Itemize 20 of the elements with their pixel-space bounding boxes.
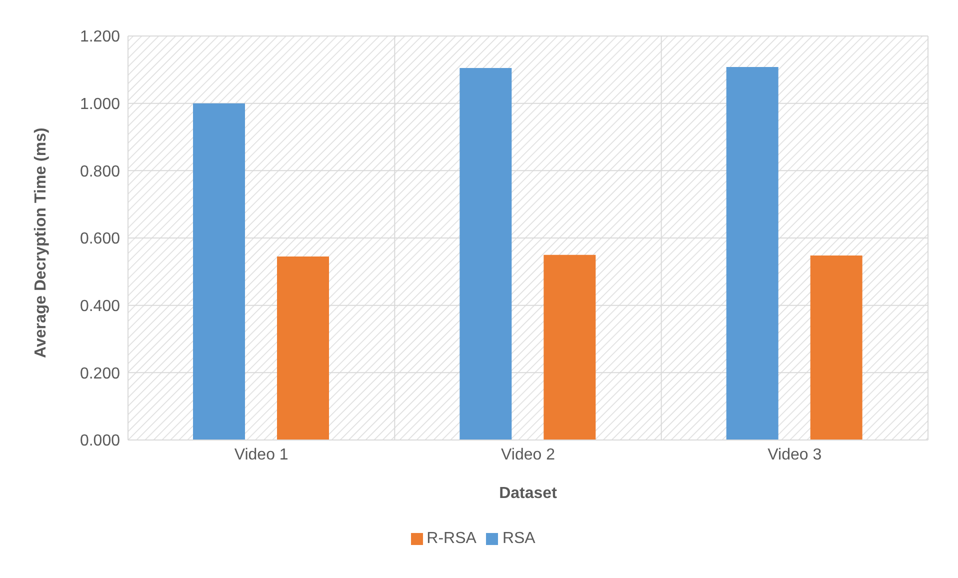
legend-label: RSA [502, 530, 536, 547]
bar [460, 68, 512, 440]
bar [193, 103, 245, 440]
y-tick-label: 0.000 [80, 432, 120, 450]
y-tick-label: 0.800 [80, 163, 120, 180]
x-tick-label: Video 1 [234, 446, 288, 464]
y-tick-label: 1.000 [80, 96, 120, 114]
x-axis-title: Dataset [499, 485, 558, 502]
x-tick-label: Video 3 [768, 446, 822, 464]
y-tick-label: 0.200 [80, 365, 120, 382]
y-tick-label: 0.600 [80, 230, 120, 248]
x-tick-label: Video 2 [501, 446, 556, 464]
bar [544, 254, 596, 440]
y-tick-label: 1.200 [80, 28, 120, 46]
bar [726, 66, 778, 440]
bar [810, 256, 862, 440]
legend-label: R-RSA [426, 530, 476, 547]
y-tick-label: 0.400 [80, 298, 120, 316]
bar [277, 256, 329, 440]
y-axis-title: Average Decryption Time (ms) [32, 128, 50, 358]
